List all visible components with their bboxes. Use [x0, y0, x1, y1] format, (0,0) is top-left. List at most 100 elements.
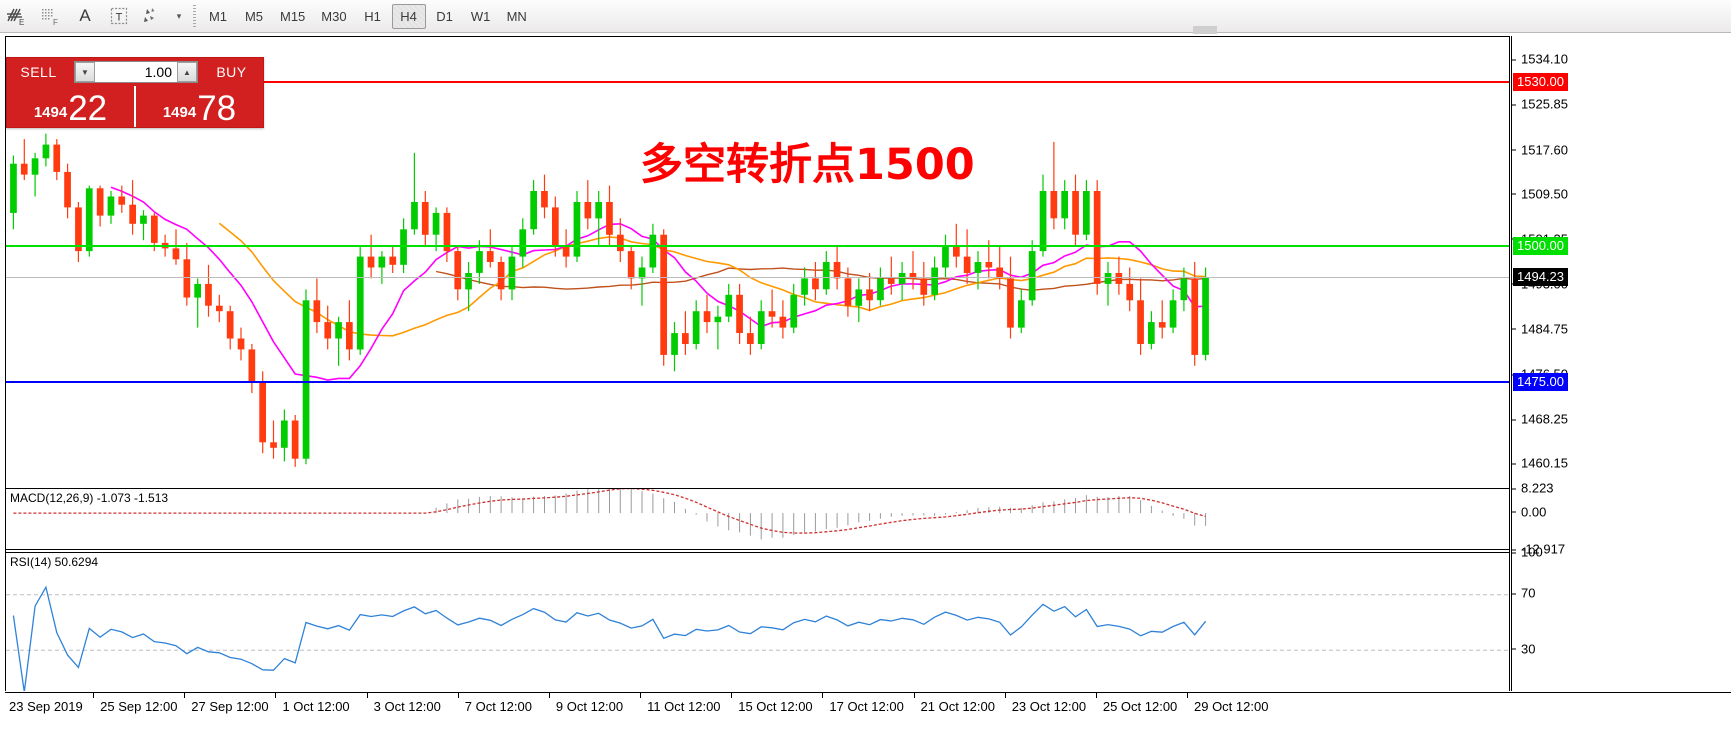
current-price-line: [6, 277, 1509, 279]
timeframe-m1[interactable]: M1: [208, 8, 228, 24]
macd-tick: 8.223: [1512, 481, 1554, 496]
candle: [1202, 267, 1209, 361]
volume-decrement-icon[interactable]: ▼: [75, 62, 95, 82]
time-tick-label: 23 Oct 12:00: [1004, 692, 1087, 714]
candle: [1093, 180, 1101, 295]
candle: [909, 251, 917, 290]
timeframe-m15[interactable]: M15: [280, 8, 306, 24]
candle: [595, 191, 602, 246]
candle: [1180, 267, 1188, 312]
candle: [855, 278, 863, 323]
candle: [692, 300, 700, 350]
candle: [302, 289, 310, 465]
price-axis[interactable]: 1534.10 1525.85 1517.60 1509.50 1501.25 …: [1511, 36, 1731, 691]
time-tick-label: 23 Sep 2019: [9, 699, 83, 714]
candle: [812, 262, 819, 301]
price-tick: 1525.85: [1512, 97, 1568, 112]
volume-increment-icon[interactable]: ▲: [177, 62, 197, 82]
resistance-line: [6, 80, 1509, 83]
candle: [562, 229, 570, 268]
candle: [638, 256, 646, 306]
resistance-level-badge: 1530.00: [1513, 72, 1568, 91]
candle: [931, 256, 938, 301]
timeframe-h1[interactable]: H1: [364, 8, 381, 24]
timeframe-m30[interactable]: M30: [321, 8, 347, 24]
candle: [497, 256, 505, 301]
price-tick: 1468.25: [1512, 412, 1568, 427]
time-tick-label: 17 Oct 12:00: [822, 692, 904, 714]
candle: [1083, 180, 1090, 241]
candle: [660, 229, 667, 366]
candle: [736, 283, 743, 344]
time-axis[interactable]: 23 Sep 2019 25 Sep 12:00 27 Sep 12:00 1 Oct…: [5, 692, 1731, 722]
candle: [183, 242, 191, 306]
candlestick-canvas: [10, 133, 1209, 467]
candle: [75, 202, 82, 262]
candle: [1018, 289, 1025, 334]
rsi-tick: 100: [1512, 545, 1543, 560]
text-box-icon[interactable]: T: [102, 1, 136, 32]
candle: [519, 218, 527, 268]
time-tick-label: 11 Oct 12:00: [640, 692, 721, 714]
one-click-trading-panel[interactable]: SELL ▼ 1.00 ▲ BUY 1494 22 1494 78: [6, 57, 264, 128]
text-label-icon[interactable]: A: [79, 6, 91, 25]
rsi-pane[interactable]: RSI(14) 50.6294: [6, 552, 1509, 691]
candle: [887, 256, 895, 295]
candle: [1104, 262, 1112, 306]
macd-pane[interactable]: MACD(12,26,9) -1.073 -1.513: [6, 488, 1509, 550]
candle: [346, 300, 353, 361]
candle: [541, 174, 548, 219]
candle: [248, 344, 256, 394]
buy-price-pips: 78: [197, 89, 237, 128]
price-tick: 1534.10: [1512, 52, 1568, 67]
candle: [205, 264, 212, 317]
candle: [866, 273, 873, 312]
candle: [996, 245, 1003, 290]
candle: [216, 294, 223, 323]
volume-field[interactable]: ▼ 1.00 ▲: [74, 61, 198, 83]
timeframe-mn[interactable]: MN: [506, 8, 527, 24]
time-tick-label: 1 Oct 12:00: [275, 692, 350, 714]
macd-tick: -12.917: [1512, 542, 1565, 557]
moving-average-line-0: [435, 267, 1206, 292]
candle: [1028, 240, 1036, 306]
moving-average-line-1: [218, 222, 1206, 337]
volume-value[interactable]: 1.00: [144, 64, 172, 80]
timeframe-h4[interactable]: H4: [391, 3, 426, 29]
timeframe-w1[interactable]: W1: [470, 8, 491, 24]
rsi-canvas: [6, 585, 1509, 691]
candle: [877, 267, 884, 306]
candle: [411, 152, 418, 235]
pivot-level-badge: 1500.00: [1513, 236, 1568, 255]
candle: [508, 245, 516, 301]
sell-button[interactable]: SELL: [20, 64, 57, 80]
rsi-label: RSI(14) 50.6294: [10, 555, 99, 569]
candle: [757, 300, 765, 350]
candle: [725, 283, 733, 323]
chart-frame[interactable]: MACD(12,26,9) -1.073 -1.513 RSI(14) 50.6…: [5, 36, 1510, 691]
sell-price[interactable]: 1494 22: [7, 86, 134, 127]
sell-price-pips: 22: [68, 89, 108, 128]
sell-price-big-figure: 1494: [33, 104, 68, 121]
pivot-line: [6, 244, 1509, 247]
price-pane[interactable]: [6, 37, 1509, 486]
expert-advisors-icon[interactable]: E: [0, 1, 34, 32]
timeframe-m5[interactable]: M5: [244, 8, 264, 24]
candle: [790, 283, 798, 334]
candle: [291, 415, 299, 467]
scrollbar-stub[interactable]: [1193, 26, 1217, 34]
svg-text:E: E: [19, 18, 24, 26]
timeframe-d1[interactable]: D1: [436, 8, 453, 24]
objects-icon[interactable]: [136, 1, 170, 32]
svg-text:F: F: [53, 18, 58, 26]
candle: [356, 245, 364, 355]
buy-price[interactable]: 1494 78: [134, 86, 263, 127]
candle: [1050, 141, 1058, 230]
candle: [42, 133, 50, 167]
candle: [714, 305, 722, 350]
candle: [974, 251, 982, 290]
objects-dropdown-icon[interactable]: ▾: [176, 10, 182, 21]
indicators-icon[interactable]: F: [34, 1, 68, 32]
candle: [682, 311, 689, 355]
buy-button[interactable]: BUY: [216, 64, 247, 80]
